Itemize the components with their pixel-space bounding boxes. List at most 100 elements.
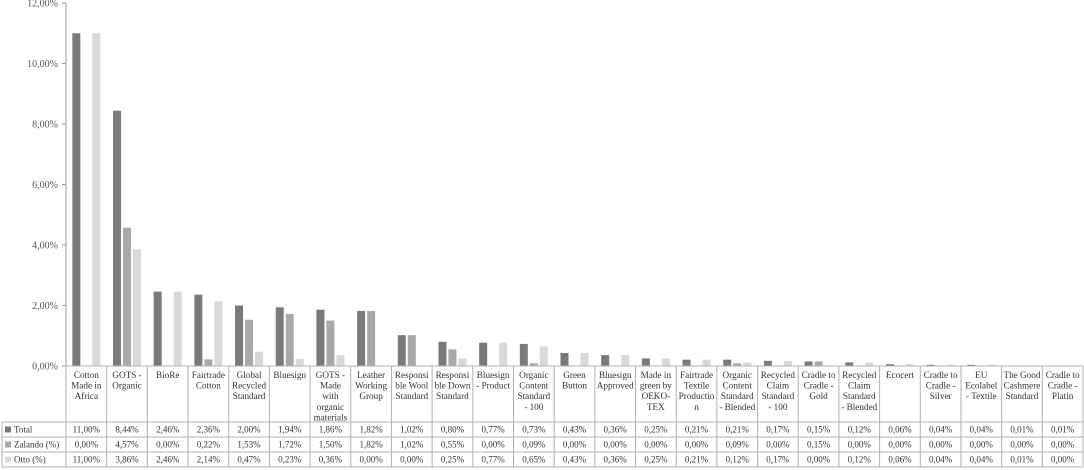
x-category-label: Content xyxy=(519,381,549,391)
bar xyxy=(641,358,650,366)
data-label: 0,77% xyxy=(482,455,506,465)
x-category-label: Recycled xyxy=(761,370,796,380)
x-category-label: Responsi xyxy=(436,370,470,380)
x-category-label: Africa xyxy=(75,391,98,401)
data-label: 0,25% xyxy=(644,425,668,435)
bar xyxy=(397,335,406,366)
bar xyxy=(92,33,101,366)
data-label: 0,25% xyxy=(441,455,465,465)
bar xyxy=(702,359,711,366)
x-category-label: Working xyxy=(355,381,387,391)
x-category-label: - Textile xyxy=(966,391,997,401)
x-category-label: Standard xyxy=(1006,391,1039,401)
bar xyxy=(123,227,132,366)
bar xyxy=(814,361,823,366)
x-category-label: Standard xyxy=(395,391,428,401)
data-label: 0,23% xyxy=(278,455,302,465)
x-category-label: ble Wool xyxy=(395,381,428,391)
bar xyxy=(72,33,81,366)
bar xyxy=(783,360,792,366)
bar xyxy=(438,341,447,366)
x-category-label: Organic xyxy=(519,370,548,380)
bar xyxy=(194,294,203,366)
bar xyxy=(357,310,366,366)
x-category-label: Made xyxy=(320,381,341,391)
data-label: 0,22% xyxy=(197,440,221,450)
y-tick-label: 0,00% xyxy=(32,362,58,373)
x-category-label: materials xyxy=(314,412,348,422)
data-label: 11,00% xyxy=(73,425,101,435)
data-label: 0,65% xyxy=(522,455,546,465)
x-category-label: GOTS - xyxy=(316,370,345,380)
y-axis: 0,00% 2,00% 4,00% 6,00% 8,00% 10,00% 12,00% xyxy=(27,0,67,373)
x-category-label: Ecolabel xyxy=(965,381,998,391)
data-label: 0,09% xyxy=(726,440,750,450)
data-label: 0,21% xyxy=(685,425,709,435)
legend-swatch xyxy=(5,426,11,433)
data-label: 0,17% xyxy=(766,455,790,465)
data-label: 0,55% xyxy=(441,440,465,450)
x-category-label: TEX xyxy=(647,402,665,412)
data-label: 0,73% xyxy=(522,425,546,435)
x-category-label: Standard xyxy=(517,391,550,401)
data-label: 1,72% xyxy=(278,440,302,450)
data-label: 0,21% xyxy=(685,455,709,465)
x-category-label: Claim xyxy=(767,381,789,391)
x-category-label: Cradle - xyxy=(926,381,956,391)
data-label: 0,00% xyxy=(482,440,506,450)
bar xyxy=(316,309,325,366)
x-category-label: Green xyxy=(563,370,586,380)
data-label: 1,02% xyxy=(400,440,424,450)
data-label: 0,00% xyxy=(604,440,628,450)
data-label: 0,36% xyxy=(319,455,343,465)
data-label: 0,01% xyxy=(1010,425,1034,435)
bar xyxy=(367,310,376,366)
x-category-label: The Good xyxy=(1003,370,1040,380)
data-label: 0,06% xyxy=(888,455,912,465)
data-label: 1,86% xyxy=(319,425,343,435)
x-category-label: - Blended xyxy=(841,402,877,412)
data-label: 0,00% xyxy=(970,440,994,450)
legend-swatch xyxy=(5,456,11,463)
data-label: 0,00% xyxy=(156,440,180,450)
bar xyxy=(661,358,670,366)
x-category-label: Standard xyxy=(721,391,754,401)
x-category-label: Standard xyxy=(233,391,266,401)
x-category-label: n xyxy=(694,402,699,412)
data-label: 0,36% xyxy=(604,425,628,435)
y-tick-label: 4,00% xyxy=(32,241,58,252)
x-category-label: Platin xyxy=(1052,391,1074,401)
data-label: 0,47% xyxy=(237,455,261,465)
y-tick-label: 6,00% xyxy=(32,180,58,191)
x-category-label: Standard xyxy=(762,391,795,401)
x-category-label: Standard xyxy=(436,391,469,401)
data-label: 1,82% xyxy=(359,425,383,435)
data-label: 0,04% xyxy=(970,425,994,435)
data-label: 0,00% xyxy=(563,440,587,450)
bar xyxy=(743,362,752,366)
data-label: 0,06% xyxy=(888,425,912,435)
data-label: 0,12% xyxy=(848,455,872,465)
bar xyxy=(580,352,589,366)
x-category-label: GOTS - xyxy=(112,370,141,380)
data-label: 8,44% xyxy=(115,425,139,435)
bar xyxy=(214,301,223,366)
data-label: 0,00% xyxy=(359,455,383,465)
bar xyxy=(326,320,335,366)
x-category-label: Global xyxy=(237,370,262,380)
data-label: 0,00% xyxy=(644,440,668,450)
bar xyxy=(275,307,284,366)
bar xyxy=(967,364,976,366)
x-category-label: Approved xyxy=(597,381,634,391)
x-category-label: Button xyxy=(562,381,587,391)
data-label: 0,77% xyxy=(482,425,506,435)
data-label: 0,12% xyxy=(848,425,872,435)
data-label: 1,02% xyxy=(400,425,424,435)
data-label: 0,00% xyxy=(685,440,709,450)
data-label: 0,25% xyxy=(644,455,668,465)
bar xyxy=(173,291,182,366)
x-category-label: OEKO- xyxy=(642,391,671,401)
data-label: 0,04% xyxy=(929,425,953,435)
